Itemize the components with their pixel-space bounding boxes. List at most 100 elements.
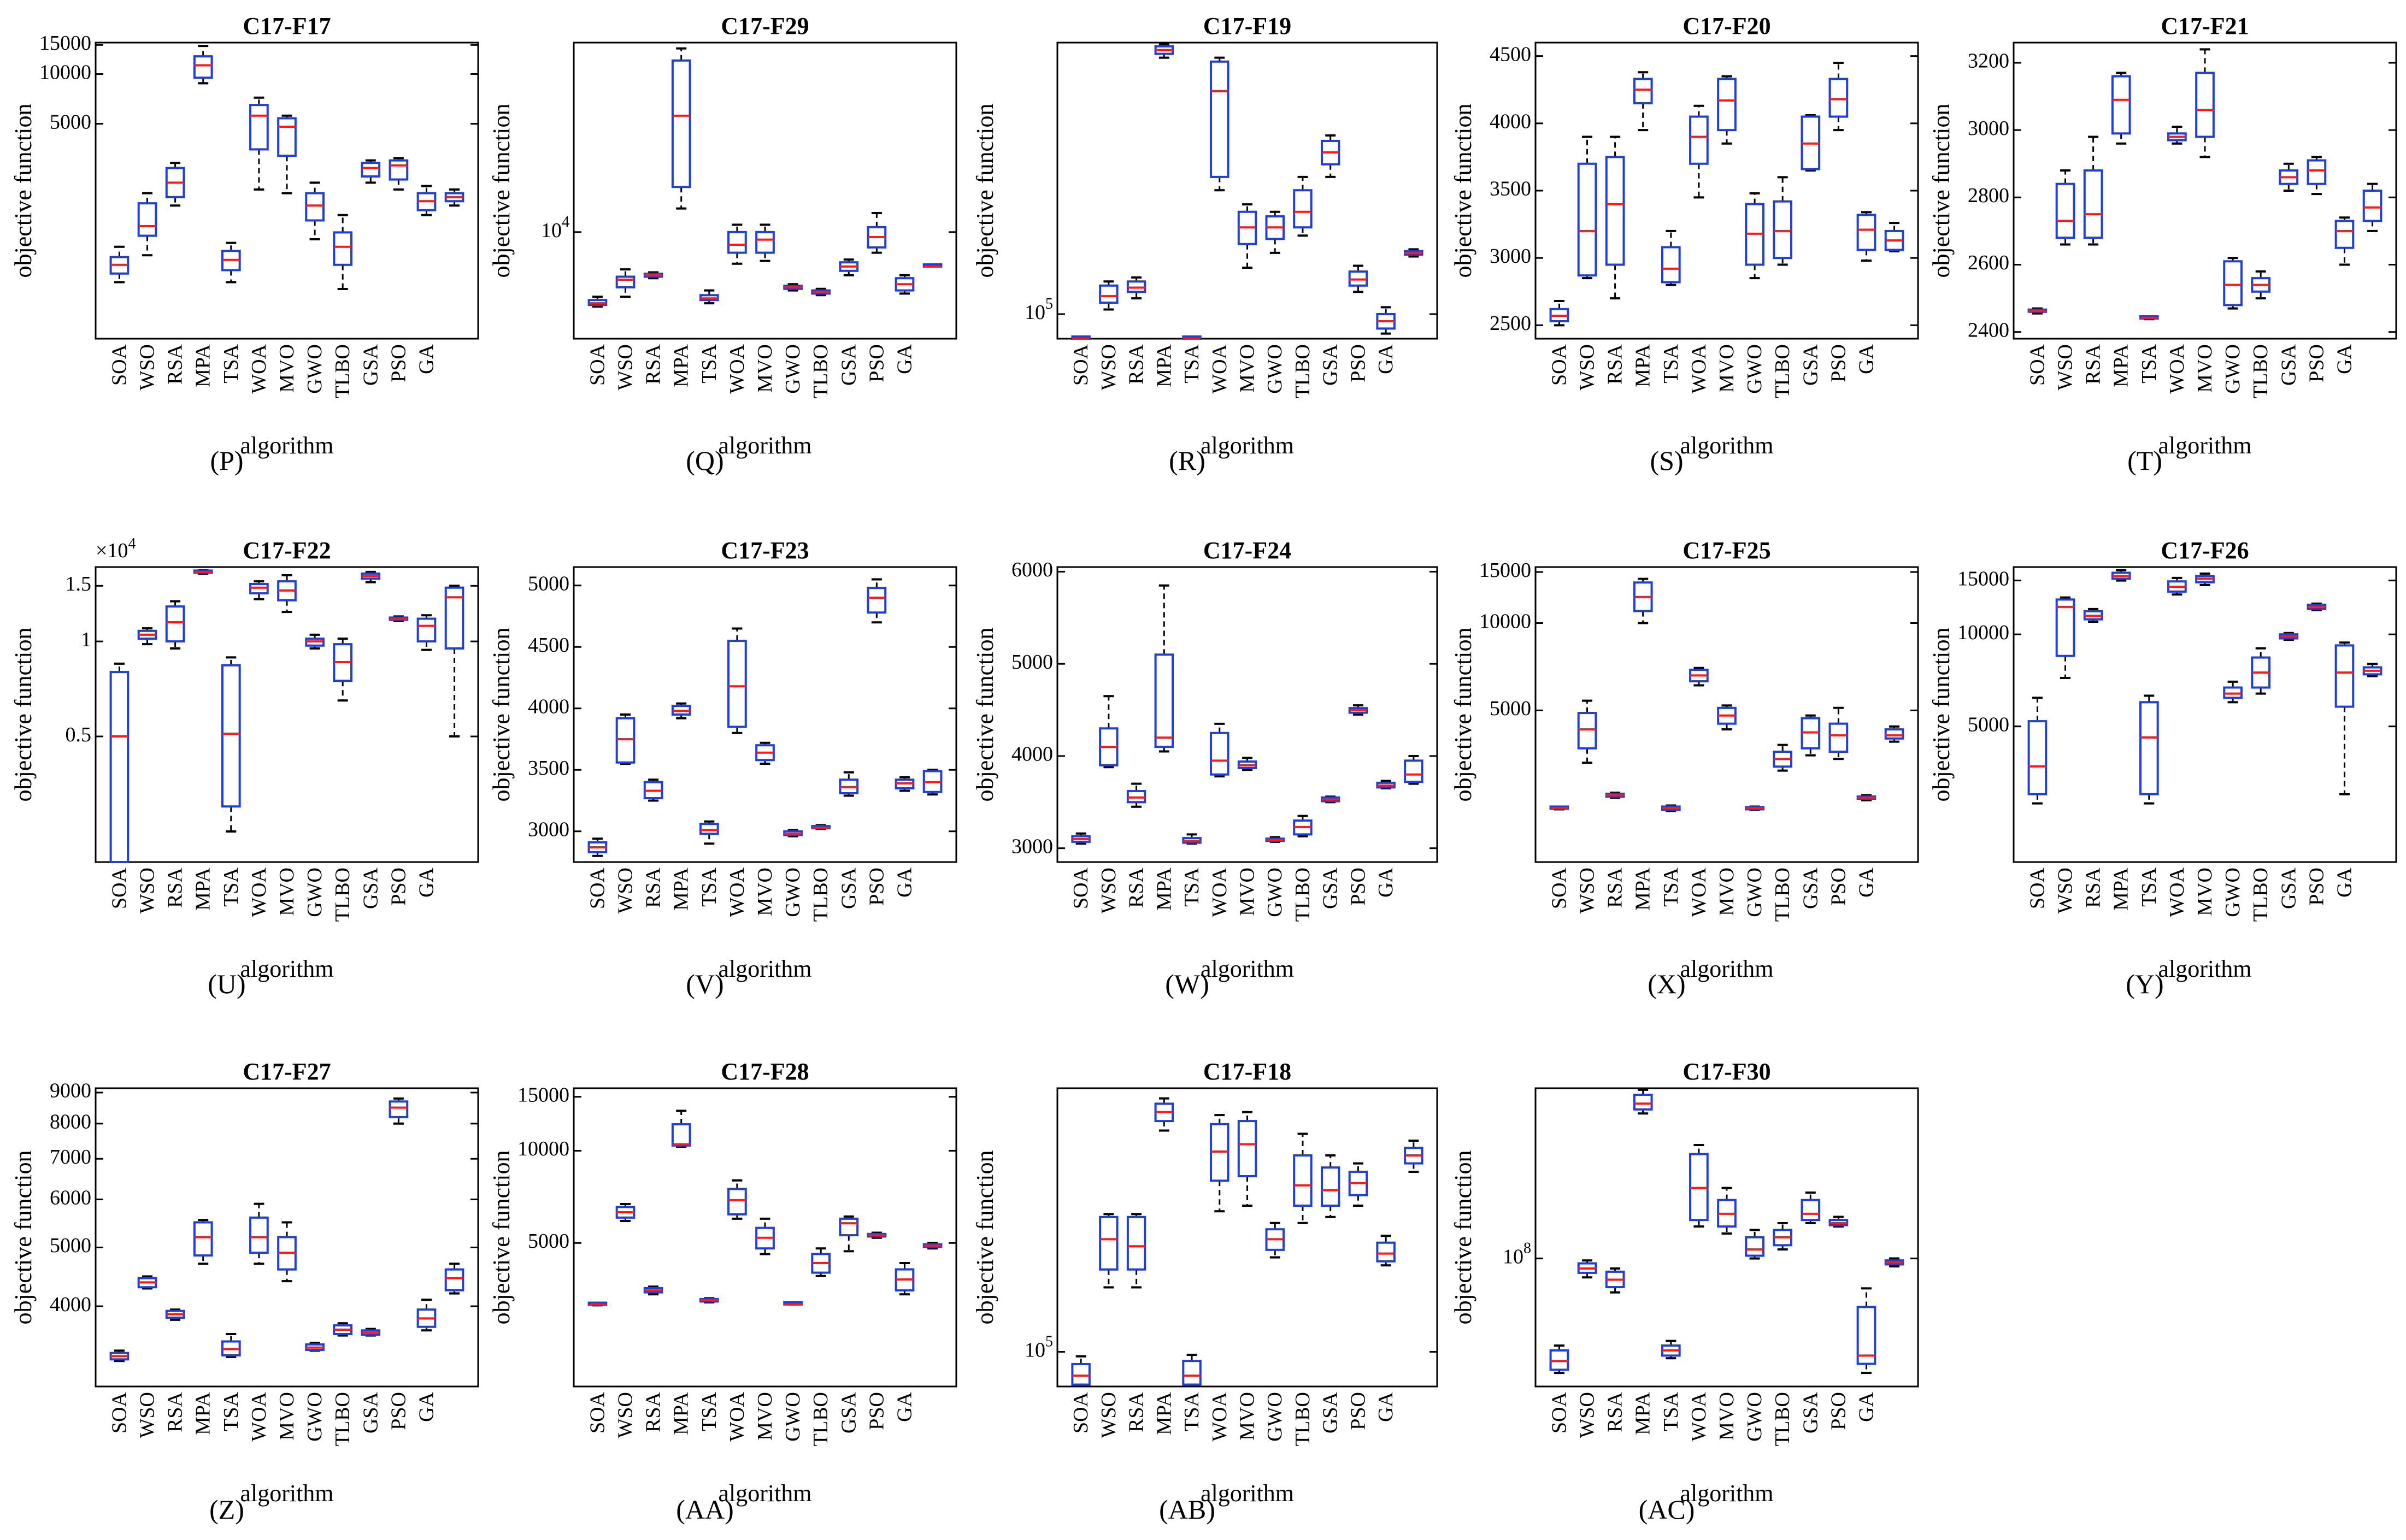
box-12 xyxy=(895,776,915,792)
box-7 xyxy=(1237,1111,1257,1207)
box-10 xyxy=(1320,1154,1340,1218)
x-tick-label: MVO xyxy=(1715,1392,1738,1441)
x-tick-label: MPA xyxy=(2110,344,2133,387)
plot-frame xyxy=(1056,1087,1438,1388)
box-4 xyxy=(1633,1088,1653,1115)
iqr-box xyxy=(1745,1236,1764,1257)
box-11 xyxy=(867,1231,887,1239)
plot-frame xyxy=(95,1087,479,1388)
x-tick-label: WOA xyxy=(1687,1391,1710,1441)
x-axis-label: algorithm xyxy=(240,1480,333,1507)
y-tick-label: 15000 xyxy=(1957,567,2009,590)
box-1 xyxy=(587,837,608,857)
box-10 xyxy=(361,159,381,184)
box-6 xyxy=(727,627,747,734)
y-axis-label: objective function xyxy=(1450,104,1476,278)
box-2 xyxy=(1099,280,1119,311)
iqr-box xyxy=(221,664,241,808)
y-axis-label: objective function xyxy=(10,104,37,278)
x-tick-label: GWO xyxy=(1263,1392,1286,1442)
x-tick-label: TLBO xyxy=(331,344,354,398)
box-13 xyxy=(922,263,943,268)
box-5 xyxy=(2139,315,2159,321)
plot-frame xyxy=(2013,42,2397,340)
x-tick-label: TSA xyxy=(698,1391,721,1431)
box-9 xyxy=(1773,744,1793,772)
box-12 xyxy=(1856,1287,1876,1374)
box-8 xyxy=(2223,257,2243,310)
x-axis-label: algorithm xyxy=(1680,432,1773,459)
x-tick-label: GSA xyxy=(1319,344,1342,386)
box-3 xyxy=(1126,1213,1146,1289)
box-7 xyxy=(1237,203,1257,269)
box-9 xyxy=(1293,175,1313,237)
box-1 xyxy=(109,662,130,864)
x-tick-label: GSA xyxy=(359,1391,382,1433)
box-10 xyxy=(839,258,859,276)
x-tick-label: TLBO xyxy=(1291,1392,1314,1446)
iqr-box xyxy=(2223,260,2243,306)
x-tick-label: MPA xyxy=(670,867,693,910)
plot-frame xyxy=(573,1087,957,1388)
panel-z: C17-F27 4000 5000 6000 7000 8000 9000 objective… xyxy=(10,1058,479,1525)
x-tick-label: GSA xyxy=(359,867,382,909)
box-6 xyxy=(1210,1114,1230,1213)
x-tick-label: TLBO xyxy=(1291,344,1314,398)
x-tick-label: GA xyxy=(2333,344,2356,374)
box-7 xyxy=(1717,75,1737,145)
panel-caption: (Z) xyxy=(209,1494,244,1525)
box-3 xyxy=(1605,792,1625,799)
box-5 xyxy=(2139,694,2159,805)
x-tick-label: RSA xyxy=(1125,344,1148,384)
x-tick-label: TLBO xyxy=(809,344,832,398)
panel-w: C17-F24 3000 4000 5000 6000 objective functio… xyxy=(972,537,1438,999)
iqr-box xyxy=(1605,156,1625,266)
iqr-box xyxy=(727,1188,747,1216)
x-tick-label: GA xyxy=(1855,867,1878,897)
plot-frame xyxy=(1534,1087,1919,1388)
x-axis-label: algorithm xyxy=(718,1480,811,1507)
iqr-box xyxy=(193,1221,213,1257)
box-4 xyxy=(1154,43,1174,59)
iqr-box xyxy=(444,1268,464,1291)
y-tick-label: 15000 xyxy=(39,32,91,55)
x-tick-label: TSA xyxy=(220,867,243,906)
box-5 xyxy=(1661,229,1681,286)
x-tick-label: WSO xyxy=(1576,344,1599,390)
iqr-box xyxy=(727,231,747,254)
y-tick-label: 6000 xyxy=(50,1186,91,1209)
box-12 xyxy=(1376,306,1396,335)
iqr-box xyxy=(444,586,464,650)
box-7 xyxy=(1237,757,1257,771)
x-tick-label: MVO xyxy=(754,868,776,916)
x-tick-label: GSA xyxy=(1799,867,1822,909)
box-5 xyxy=(221,656,241,833)
iqr-box xyxy=(1689,115,1709,165)
box-1 xyxy=(1071,832,1091,845)
box-5 xyxy=(699,1297,719,1303)
x-tick-label: GSA xyxy=(1319,867,1342,909)
y-tick-label: 4000 xyxy=(50,1293,91,1316)
panel-title: C17-F28 xyxy=(721,1058,809,1085)
x-tick-label: WOA xyxy=(1208,1391,1231,1441)
iqr-box xyxy=(615,717,636,764)
box-11 xyxy=(1348,1162,1368,1207)
box-13 xyxy=(444,188,464,207)
iqr-box xyxy=(1801,1199,1821,1222)
x-tick-label: GWO xyxy=(303,868,326,917)
x-tick-label: WOA xyxy=(726,867,749,917)
x-tick-label: PSO xyxy=(2305,868,2328,906)
box-4 xyxy=(1633,71,1653,132)
box-6 xyxy=(1689,666,1709,687)
iqr-box xyxy=(249,1216,269,1254)
x-tick-label: MPA xyxy=(670,344,693,387)
box-7 xyxy=(2195,573,2215,586)
box-13 xyxy=(922,1242,943,1250)
box-11 xyxy=(2307,603,2327,611)
y-tick-label: 5000 xyxy=(50,1234,91,1257)
y-axis-label: objective function xyxy=(10,1150,37,1325)
box-12 xyxy=(1856,794,1876,801)
box-1 xyxy=(587,296,608,308)
x-tick-label: MPA xyxy=(192,867,215,910)
